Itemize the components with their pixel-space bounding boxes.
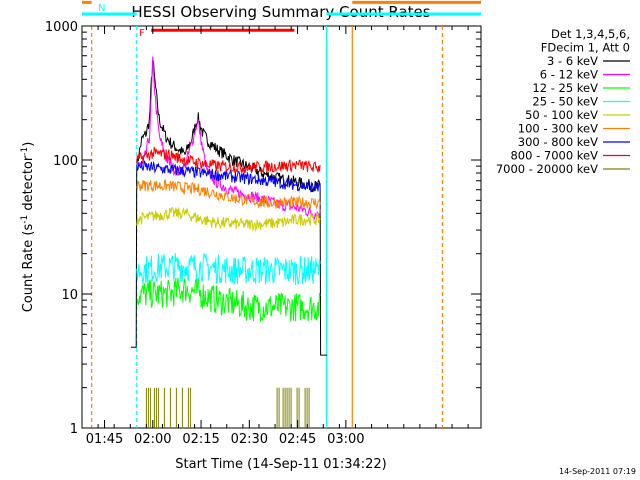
legend-header-line-1: Det 1,3,4,5,6,	[551, 27, 630, 41]
y-axis-label: Count Rate (s-1 detector-1)	[20, 142, 36, 313]
series-3-6-kev	[130, 59, 328, 356]
legend-label-25-50-kev: 25 - 50 keV	[532, 95, 598, 109]
x-tick-label-01-45: 01:45	[86, 432, 123, 447]
y-tick-label-100: 100	[53, 154, 78, 169]
flag-label-n: N	[98, 3, 105, 14]
legend-label-50-100-kev: 50 - 100 keV	[525, 108, 598, 122]
series-line-12-25-kev	[136, 277, 321, 322]
series-line-100-300-kev	[136, 179, 321, 210]
y-tick-label-1000: 1000	[45, 20, 78, 35]
series-line-3-6-kev	[130, 59, 328, 356]
series-line-50-100-kev	[136, 206, 321, 233]
x-tick-label-02-45: 02:45	[279, 432, 316, 447]
series-50-100-kev	[136, 206, 321, 233]
series-12-25-kev	[136, 277, 321, 322]
legend-label-12-25-kev: 12 - 25 keV	[532, 81, 598, 95]
plot-frame	[81, 25, 482, 429]
series-100-300-kev	[136, 179, 321, 210]
legend-label-3-6-kev: 3 - 6 keV	[547, 54, 598, 68]
x-tick-label-02-15: 02:15	[182, 432, 219, 447]
plot-area: SN F 01:45 02:00 02:15 02:30 02:45 03:00 1 10 100 1…	[45, 0, 482, 447]
series-line-800-7000-kev	[136, 146, 321, 175]
legend-label-100-300-kev: 100 - 300 keV	[518, 122, 598, 136]
x-tick-label-03-00: 03:00	[327, 432, 364, 447]
x-tick-label-02-00: 02:00	[134, 432, 171, 447]
legend-label-300-800-kev: 300 - 800 keV	[518, 135, 598, 149]
x-axis-label: Start Time (14-Sep-11 01:34:22)	[175, 457, 386, 472]
flag-label-f: F	[139, 28, 145, 39]
x-tick-label-02-30: 02:30	[231, 432, 268, 447]
series-25-50-kev	[136, 253, 321, 286]
y-tick-label-1: 1	[70, 422, 78, 437]
legend-label-7000-20000-kev: 7000 - 20000 keV	[496, 162, 598, 176]
flag-label-s: S	[98, 0, 104, 2]
timestamp: 14-Sep-2011 07:19	[559, 467, 636, 476]
series-800-7000-kev	[136, 146, 321, 175]
legend-label-6-12-kev: 6 - 12 keV	[540, 68, 598, 82]
series-line-6-12-kev	[136, 56, 321, 221]
flag-s: S	[82, 0, 481, 4]
y-tick-label-10: 10	[61, 288, 78, 303]
legend: Det 1,3,4,5,6,FDecim 1, Att 03 - 6 keV6 …	[496, 27, 630, 176]
series-line-25-50-kev	[136, 253, 321, 286]
flag-n: N	[82, 3, 481, 16]
flag-f: F	[139, 28, 295, 39]
series-6-12-kev	[136, 56, 321, 221]
series-line-300-800-kev	[136, 159, 321, 193]
series-300-800-kev	[136, 159, 321, 193]
series-7000-20000-kev	[145, 387, 310, 428]
legend-header-line-2: FDecim 1, Att 0	[541, 41, 630, 55]
series-spikes-7000-20000-kev	[145, 387, 310, 428]
chart-title: HESSI Observing Summary Count Rates	[131, 3, 430, 21]
legend-label-800-7000-kev: 800 - 7000 keV	[510, 149, 598, 163]
